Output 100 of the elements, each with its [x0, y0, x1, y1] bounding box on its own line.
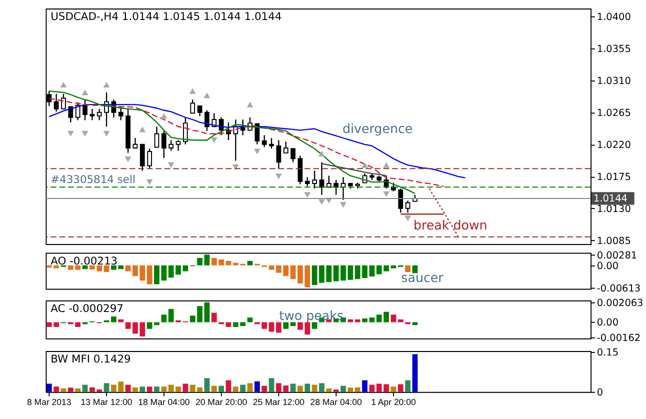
annotation: saucer [401, 270, 444, 285]
candlestick [75, 102, 80, 121]
candlestick [298, 155, 303, 185]
bar [218, 386, 224, 392]
x-tick-label: 8 Mar 2013 [27, 396, 72, 407]
bar [68, 388, 74, 392]
bar [54, 386, 59, 392]
candlestick [161, 130, 166, 158]
y-tick-label: -0.00162 [596, 333, 641, 344]
candlestick [304, 176, 310, 187]
bar [398, 384, 404, 392]
candlestick [254, 123, 260, 145]
x-tick-label: 18 Mar 04:00 [138, 396, 190, 407]
bar [276, 322, 282, 333]
point [362, 162, 368, 168]
bar [232, 386, 238, 392]
x-tick-label: 1 Apr 20:00 [371, 396, 416, 407]
point [124, 156, 132, 162]
bar [362, 380, 368, 392]
point [160, 113, 168, 119]
ref-line-label: 1.0144 [593, 193, 628, 204]
chart-title: AC -0.000297 [50, 302, 124, 316]
bar [268, 378, 274, 392]
point [60, 82, 67, 88]
candlestick [54, 93, 59, 112]
bar [405, 265, 410, 272]
bar [140, 386, 146, 392]
y-tick-label: -0.00613 [596, 284, 641, 295]
candlestick [176, 140, 181, 152]
point [82, 90, 88, 96]
bar [125, 384, 131, 392]
candlestick [326, 175, 332, 188]
candlestick [154, 126, 160, 148]
bar [290, 322, 296, 326]
y-tick-label: 1.0265 [596, 108, 631, 119]
annotation: break down [413, 217, 488, 232]
bar [254, 381, 260, 392]
y-tick-label: 1.0085 [596, 236, 631, 247]
chart-title: AO -0.00213 [50, 254, 118, 268]
candlestick [283, 140, 288, 154]
bar [118, 319, 124, 322]
point [318, 150, 325, 156]
bar [312, 265, 318, 286]
bar [290, 384, 296, 392]
bar [319, 383, 324, 392]
y-tick-label: 1.0220 [596, 140, 631, 151]
bar [348, 319, 354, 322]
candlestick [312, 170, 317, 190]
candlestick [168, 140, 174, 152]
bar [348, 388, 354, 392]
annotation: two peaks [279, 308, 344, 323]
y-tick-label: 0.00 [596, 260, 619, 272]
x-tick-label: 13 Mar 12:00 [80, 396, 132, 407]
candlestick [197, 105, 202, 117]
bar [268, 322, 274, 332]
bar [290, 265, 296, 280]
y-tick-label: 1.0355 [596, 44, 631, 55]
candlestick [82, 99, 88, 121]
bar [412, 354, 418, 392]
bar [204, 378, 210, 392]
bar [211, 386, 217, 392]
bar [154, 386, 160, 392]
point [318, 199, 325, 205]
point [383, 162, 390, 168]
y-tick-label: 0 [596, 387, 604, 398]
x-tick-label: 20 Mar 20:00 [196, 396, 248, 407]
candlestick [90, 108, 95, 121]
bar [412, 322, 418, 326]
y-tick-label: 0.15 [596, 348, 619, 359]
bar [247, 260, 253, 266]
bar [398, 319, 404, 322]
point [383, 191, 390, 198]
bar [354, 387, 360, 392]
line-series [321, 163, 387, 176]
point [254, 148, 260, 154]
bar [204, 254, 210, 266]
bar [312, 322, 318, 329]
bar [226, 260, 232, 266]
bar [125, 322, 131, 329]
bar [262, 386, 268, 392]
bar [390, 265, 396, 268]
bar [46, 384, 52, 392]
y-tick-label: 1.0310 [596, 76, 631, 87]
annotation: divergence [342, 121, 413, 136]
bar [168, 308, 174, 322]
bar [197, 258, 202, 266]
candlestick [262, 134, 267, 148]
y-tick-label: 1.0130 [596, 204, 631, 215]
y-tick-label: 1.0400 [596, 12, 631, 23]
bar [146, 265, 152, 284]
bar [340, 386, 346, 392]
bar [226, 322, 232, 327]
bar [161, 386, 167, 392]
bar [283, 322, 289, 329]
candlestick [204, 110, 210, 132]
bar [104, 383, 110, 392]
bar [390, 314, 396, 322]
y-tick-label: 0.00281 [596, 250, 638, 262]
candlestick [147, 148, 152, 170]
bar [326, 388, 332, 392]
